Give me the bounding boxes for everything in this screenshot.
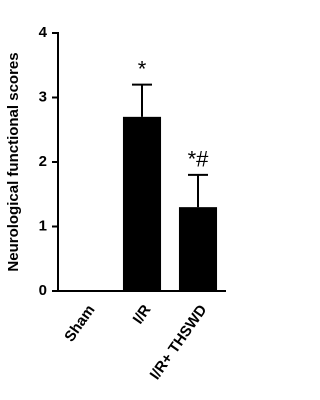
y-axis-label: Neurological functional scores (5, 52, 22, 271)
bar (178, 207, 218, 291)
x-tick-label: Sham (61, 302, 98, 345)
y-tick-label: 0 (39, 282, 47, 299)
x-tick-label: I/R (130, 302, 155, 328)
y-tick-label: 3 (39, 88, 47, 105)
significance-label: *# (188, 147, 210, 172)
y-tick-label: 1 (39, 217, 47, 234)
bar (122, 116, 162, 291)
chart: Neurological functional scores 0 1 2 3 4 Sham… (5, 24, 226, 383)
significance-label: * (138, 56, 147, 81)
x-tick-label: I/R+ THSWD (147, 302, 211, 383)
y-tick-label: 4 (39, 24, 48, 41)
y-tick-label: 2 (39, 153, 47, 170)
